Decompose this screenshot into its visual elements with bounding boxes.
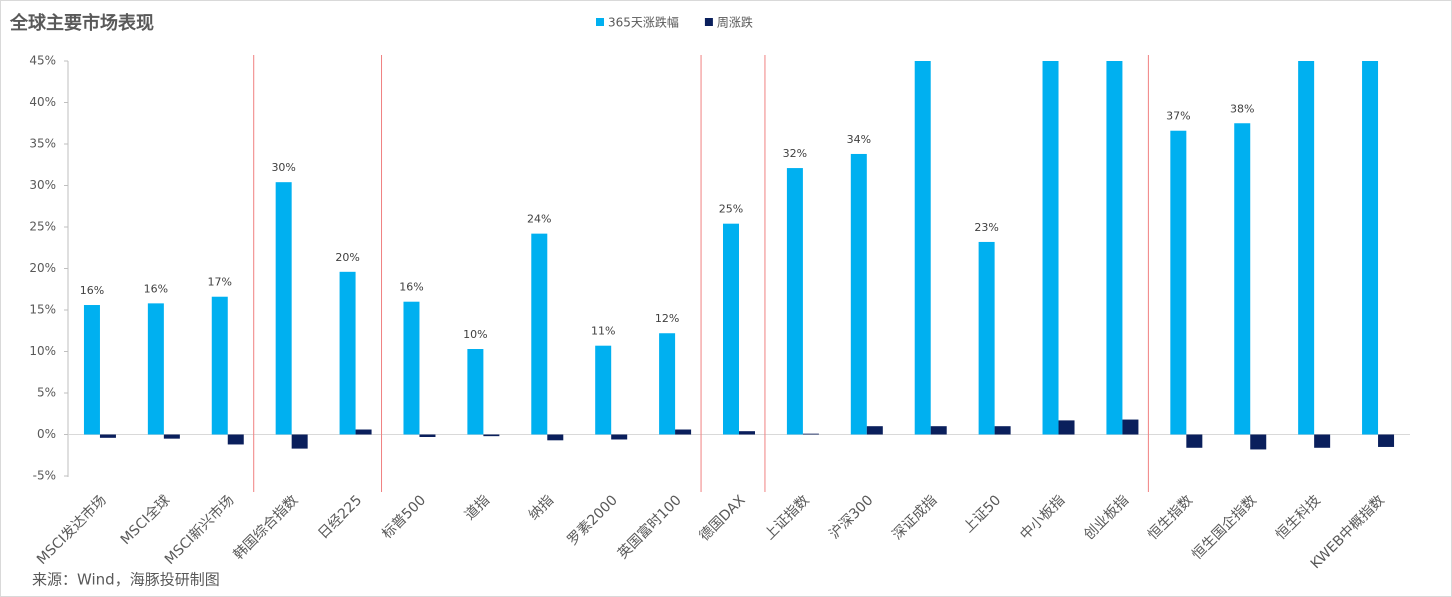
bar: [675, 429, 692, 435]
y-tick-label: 20%: [29, 261, 56, 275]
bar: [739, 431, 755, 435]
y-tick-label: 25%: [29, 220, 56, 234]
source-note: 来源：Wind，海豚投研制图: [32, 571, 220, 589]
y-tick-label: 0%: [37, 427, 56, 441]
bar: [659, 333, 676, 435]
bar: [1362, 61, 1379, 435]
legend-label: 365天涨跌幅: [608, 15, 679, 30]
value-label: 34%: [847, 133, 871, 146]
value-label: 10%: [463, 328, 487, 341]
y-tick-label: 10%: [29, 344, 56, 358]
chart-title: 全球主要市场表现: [9, 12, 154, 34]
bar: [163, 434, 180, 439]
bar: [914, 61, 931, 435]
bar: [978, 241, 995, 435]
value-label: 16%: [144, 282, 168, 295]
value-label: 20%: [335, 251, 359, 264]
legend-swatch: [596, 18, 604, 26]
value-label: 24%: [527, 213, 551, 226]
bar: [99, 434, 116, 438]
bar: [595, 345, 612, 435]
bar: [355, 429, 372, 435]
bar: [291, 434, 308, 449]
value-label: 16%: [399, 281, 423, 294]
bar: [1122, 419, 1139, 435]
y-tick-label: 5%: [37, 386, 56, 400]
y-tick-label: -5%: [33, 469, 56, 483]
bar: [802, 433, 819, 435]
y-tick-label: 30%: [29, 178, 56, 192]
bar: [1042, 61, 1059, 435]
bar: [339, 271, 356, 435]
bar: [483, 434, 500, 437]
bar: [1106, 61, 1123, 435]
y-tick-label: 45%: [29, 54, 56, 68]
y-tick-label: 35%: [29, 137, 56, 151]
bar: [723, 223, 739, 435]
bar: [1170, 130, 1187, 435]
bar: [1250, 434, 1267, 450]
bar: [275, 182, 292, 435]
bar: [227, 434, 244, 445]
bar: [786, 168, 803, 435]
bar: [850, 153, 867, 435]
bar: [531, 233, 548, 435]
value-label: 12%: [655, 312, 679, 325]
value-label: 25%: [719, 203, 743, 216]
bar: [1298, 61, 1315, 435]
bar: [83, 305, 100, 435]
bar: [547, 434, 564, 441]
bar: [1234, 123, 1251, 435]
bar: [467, 349, 484, 435]
bar: [1186, 434, 1203, 448]
y-tick-label: 15%: [29, 303, 56, 317]
value-label: 16%: [80, 284, 104, 297]
bar: [994, 426, 1011, 435]
bar: [147, 303, 164, 435]
bar: [211, 296, 228, 435]
legend-label: 周涨跌: [717, 15, 753, 30]
value-label: 30%: [271, 161, 295, 174]
value-label: 11%: [591, 325, 615, 338]
bar: [611, 434, 628, 440]
value-label: 38%: [1230, 102, 1254, 115]
bar: [1314, 434, 1331, 448]
value-label: 37%: [1166, 110, 1190, 123]
bar: [403, 301, 420, 435]
bar: [866, 426, 883, 435]
bar: [1058, 420, 1075, 435]
value-label: 23%: [974, 221, 998, 234]
value-label: 17%: [208, 276, 232, 289]
bar: [419, 434, 436, 437]
bar: [1378, 434, 1395, 447]
value-label: 32%: [783, 147, 807, 160]
y-tick-label: 40%: [29, 95, 56, 109]
legend-swatch: [704, 18, 713, 26]
bar: [930, 426, 947, 435]
